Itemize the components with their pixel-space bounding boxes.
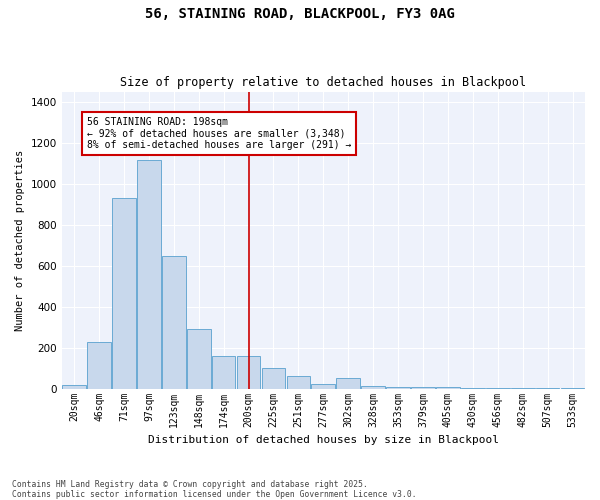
Bar [212, 356, 235, 388]
Bar [287, 376, 310, 388]
Y-axis label: Number of detached properties: Number of detached properties [15, 150, 25, 331]
Bar [262, 368, 286, 388]
Bar [411, 386, 435, 388]
Title: Size of property relative to detached houses in Blackpool: Size of property relative to detached ho… [120, 76, 526, 90]
Bar [386, 386, 410, 388]
Bar [112, 198, 136, 388]
X-axis label: Distribution of detached houses by size in Blackpool: Distribution of detached houses by size … [148, 435, 499, 445]
Bar [311, 384, 335, 388]
Bar [361, 386, 385, 388]
Text: 56, STAINING ROAD, BLACKPOOL, FY3 0AG: 56, STAINING ROAD, BLACKPOOL, FY3 0AG [145, 8, 455, 22]
Bar [436, 386, 460, 388]
Bar [237, 356, 260, 388]
Bar [187, 330, 211, 388]
Bar [62, 384, 86, 388]
Bar [337, 378, 360, 388]
Bar [162, 256, 185, 388]
Text: 56 STAINING ROAD: 198sqm
← 92% of detached houses are smaller (3,348)
8% of semi: 56 STAINING ROAD: 198sqm ← 92% of detach… [86, 116, 351, 150]
Bar [87, 342, 111, 388]
Bar [137, 160, 161, 388]
Text: Contains HM Land Registry data © Crown copyright and database right 2025.
Contai: Contains HM Land Registry data © Crown c… [12, 480, 416, 499]
